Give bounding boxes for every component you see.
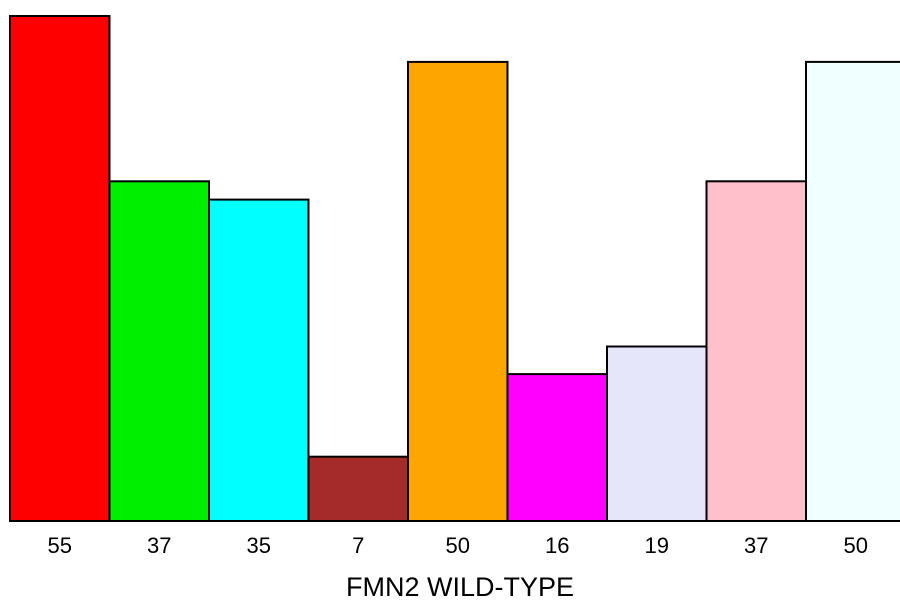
- bar-6: [506, 373, 608, 522]
- bar-1: [9, 15, 111, 522]
- bar-value-label-7: 19: [645, 533, 669, 558]
- bar-value-label-2: 37: [147, 533, 171, 558]
- bar-value-label-5: 50: [446, 533, 470, 558]
- bar-value-label-4: 7: [352, 533, 364, 558]
- bars-group: [9, 15, 900, 523]
- value-labels-group: 55 37 35 7 50 16 19 37 50: [48, 533, 868, 558]
- bar-8: [705, 180, 807, 523]
- bar-7: [606, 345, 708, 522]
- bar-4: [307, 455, 409, 523]
- bar-5: [407, 60, 509, 523]
- bar-value-label-8: 37: [744, 533, 768, 558]
- bar-9: [805, 60, 900, 523]
- bar-value-label-1: 55: [48, 533, 72, 558]
- bar-value-label-9: 50: [844, 533, 868, 558]
- bar-2: [108, 180, 210, 523]
- bar-value-label-6: 16: [545, 533, 569, 558]
- bar-value-label-3: 35: [247, 533, 271, 558]
- x-axis-title: FMN2 WILD-TYPE: [346, 572, 574, 602]
- bar-3: [208, 198, 310, 522]
